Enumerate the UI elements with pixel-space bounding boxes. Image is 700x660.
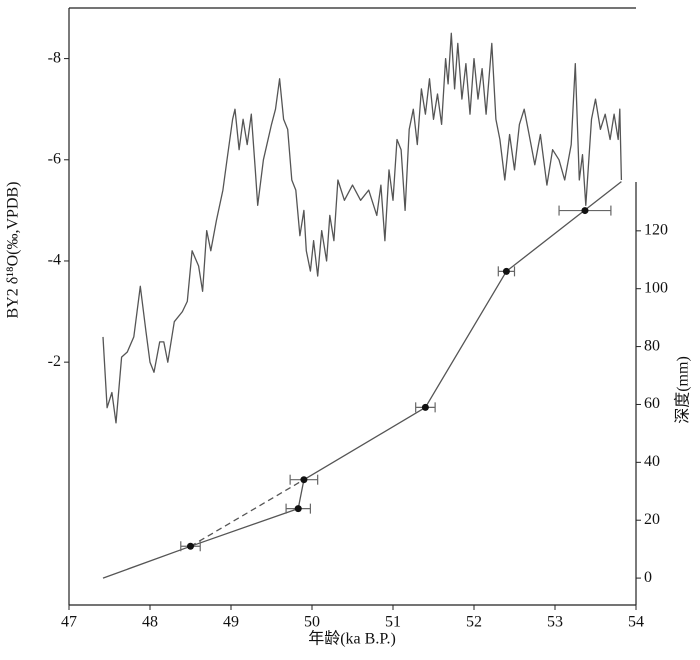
x-tick-label: 48 [142,614,158,631]
y2-tick-label: 0 [644,569,652,586]
depth-line [102,181,622,579]
y2-axis-label: 深度(mm) [674,356,692,424]
data-point [300,476,308,484]
x-tick-label: 50 [304,614,320,631]
y-tick-label: -8 [48,49,61,66]
isotope-line [102,32,623,424]
x-tick-label: 49 [223,614,239,631]
y2-tick-label: 100 [644,279,668,296]
x-tick-label: 52 [466,614,482,631]
depth-line [190,479,305,547]
y2-tick-label: 60 [644,395,660,412]
x-axis-label: 年龄(ka B.P.) [308,630,396,648]
y2-tick-label: 120 [644,221,668,238]
x-tick-label: 54 [628,614,644,631]
y-axis-label: BY2 δ¹⁸O(‰,VPDB) [5,181,22,318]
data-point [421,403,429,411]
data-point [294,505,302,513]
x-tick-label: 51 [385,614,401,631]
y-tick-label: -4 [48,252,61,269]
y-tick-label: -2 [48,353,61,370]
y2-tick-label: 40 [644,453,660,470]
data-point [187,542,194,550]
y2-tick-label: 20 [644,511,660,528]
x-tick-label: 53 [547,614,563,631]
x-tick-label: 47 [61,614,77,631]
y2-tick-label: 80 [644,337,660,354]
y-tick-label: -6 [48,150,61,167]
data-point [581,207,589,215]
data-point [502,267,510,275]
